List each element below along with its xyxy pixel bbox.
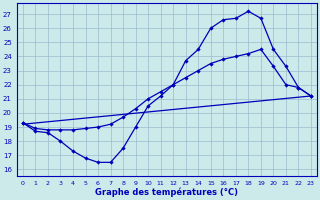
X-axis label: Graphe des températures (°C): Graphe des températures (°C) bbox=[95, 188, 238, 197]
